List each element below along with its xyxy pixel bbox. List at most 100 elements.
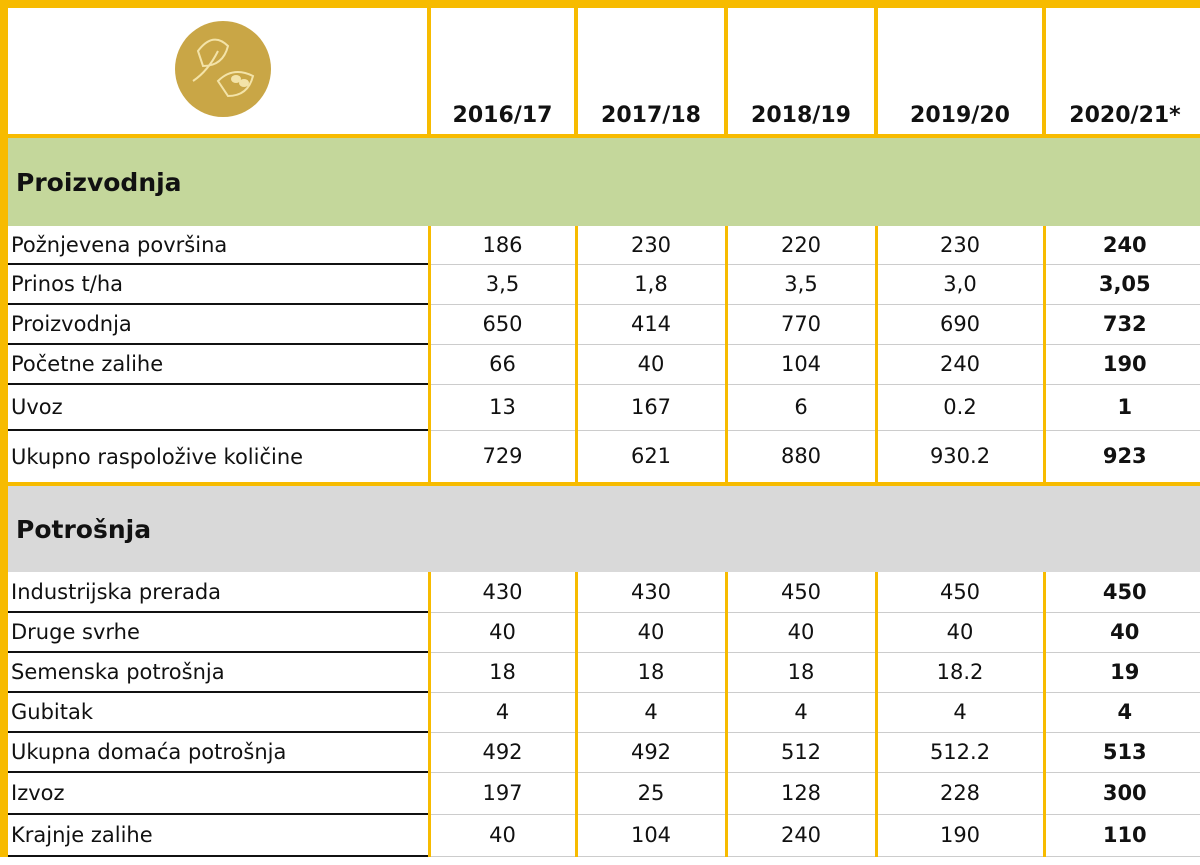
cell-value: 512 <box>724 732 876 773</box>
cell-value: 40 <box>427 612 576 653</box>
cell-value: 186 <box>427 226 576 265</box>
cell-value: 240 <box>724 814 876 857</box>
cell-value: 513 <box>1042 732 1200 773</box>
data-row: Prinos t/ha 3,5 1,8 3,5 3,0 3,05 <box>0 264 1200 305</box>
section-title: Proizvodnja <box>0 136 1200 226</box>
data-row: Uvoz 13 167 6 0.2 1 <box>0 384 1200 431</box>
cell-value: 732 <box>1042 304 1200 345</box>
cell-value: 4 <box>874 692 1044 733</box>
cell-value: 492 <box>574 732 726 773</box>
cell-value: 650 <box>427 304 576 345</box>
row-label: Ukupna domaća potrošnja <box>0 732 429 773</box>
row-label: Početne zalihe <box>0 344 429 385</box>
cell-value: 3,5 <box>724 264 876 305</box>
section-title: Potrošnja <box>0 482 1200 572</box>
data-row: Krajnje zalihe 40 104 240 190 110 <box>0 814 1200 857</box>
cell-value: 197 <box>427 772 576 815</box>
logo <box>175 21 271 117</box>
cell-value: 770 <box>724 304 876 345</box>
cell-value: 220 <box>724 226 876 265</box>
cell-value: 450 <box>724 572 876 613</box>
cell-value: 300 <box>1042 772 1200 815</box>
data-row: Izvoz 197 25 128 228 300 <box>0 772 1200 815</box>
cell-value: 190 <box>1042 344 1200 385</box>
cell-value: 230 <box>874 226 1044 265</box>
cell-value: 190 <box>874 814 1044 857</box>
cell-value: 4 <box>1042 692 1200 733</box>
cell-value: 512.2 <box>874 732 1044 773</box>
cell-value: 0.2 <box>874 384 1044 431</box>
row-label: Prinos t/ha <box>0 264 429 305</box>
cell-value: 18 <box>574 652 726 693</box>
cell-value: 923 <box>1042 430 1200 485</box>
cell-value: 40 <box>574 612 726 653</box>
cell-value: 18 <box>427 652 576 693</box>
cell-value: 66 <box>427 344 576 385</box>
cell-value: 880 <box>724 430 876 485</box>
cell-value: 621 <box>574 430 726 485</box>
section-row: Potrošnja <box>0 482 1200 572</box>
cell-value: 3,5 <box>427 264 576 305</box>
cell-value: 430 <box>427 572 576 613</box>
row-label: Izvoz <box>0 772 429 815</box>
cell-value: 167 <box>574 384 726 431</box>
row-label: Semenska potrošnja <box>0 652 429 693</box>
cell-value: 19 <box>1042 652 1200 693</box>
cell-value: 492 <box>427 732 576 773</box>
cell-value: 240 <box>874 344 1044 385</box>
cell-value: 450 <box>874 572 1044 613</box>
cell-value: 13 <box>427 384 576 431</box>
cell-value: 1,8 <box>574 264 726 305</box>
cell-value: 40 <box>427 814 576 857</box>
column-header: 2019/20 <box>874 0 1044 138</box>
cell-value: 128 <box>724 772 876 815</box>
cell-value: 104 <box>724 344 876 385</box>
data-row: Semenska potrošnja 18 18 18 18.2 19 <box>0 652 1200 693</box>
row-label: Ukupno raspoložive količine <box>0 430 429 485</box>
cell-value: 25 <box>574 772 726 815</box>
data-row: Druge svrhe 40 40 40 40 40 <box>0 612 1200 653</box>
cell-value: 3,0 <box>874 264 1044 305</box>
cell-value: 40 <box>1042 612 1200 653</box>
cell-value: 18 <box>724 652 876 693</box>
data-row: Ukupna domaća potrošnja 492 492 512 512.2 513 <box>0 732 1200 773</box>
cell-value: 450 <box>1042 572 1200 613</box>
row-label: Gubitak <box>0 692 429 733</box>
row-label: Uvoz <box>0 384 429 431</box>
row-label: Proizvodnja <box>0 304 429 345</box>
cell-value: 40 <box>874 612 1044 653</box>
cell-value: 104 <box>574 814 726 857</box>
column-header: 2018/19 <box>724 0 876 138</box>
section-row: Proizvodnja <box>0 136 1200 226</box>
cell-value: 4 <box>574 692 726 733</box>
column-header: 2020/21* <box>1042 0 1200 138</box>
column-header: 2017/18 <box>574 0 726 138</box>
cell-value: 414 <box>574 304 726 345</box>
logo-cell <box>0 0 429 138</box>
column-header: 2016/17 <box>427 0 576 138</box>
row-label: Krajnje zalihe <box>0 814 429 857</box>
data-row: Proizvodnja 650 414 770 690 732 <box>0 304 1200 345</box>
cell-value: 18.2 <box>874 652 1044 693</box>
cell-value: 729 <box>427 430 576 485</box>
cell-value: 690 <box>874 304 1044 345</box>
cell-value: 4 <box>724 692 876 733</box>
cell-value: 1 <box>1042 384 1200 431</box>
data-row: Požnjevena površina 186 230 220 230 240 <box>0 226 1200 265</box>
cell-value: 40 <box>574 344 726 385</box>
cell-value: 4 <box>427 692 576 733</box>
cell-value: 930.2 <box>874 430 1044 485</box>
data-row: Početne zalihe 66 40 104 240 190 <box>0 344 1200 385</box>
header-row: 2016/17 2017/18 2018/19 2019/20 2020/21* <box>0 0 1200 138</box>
cell-value: 430 <box>574 572 726 613</box>
data-row: Industrijska prerada 430 430 450 450 450 <box>0 572 1200 613</box>
row-label: Požnjevena površina <box>0 226 429 265</box>
cell-value: 228 <box>874 772 1044 815</box>
row-label: Druge svrhe <box>0 612 429 653</box>
row-label: Industrijska prerada <box>0 572 429 613</box>
cell-value: 240 <box>1042 226 1200 265</box>
cell-value: 40 <box>724 612 876 653</box>
